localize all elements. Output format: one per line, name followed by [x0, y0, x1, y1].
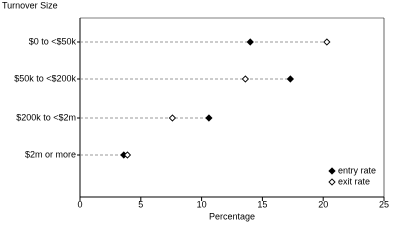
legend-label: exit rate	[338, 176, 370, 186]
dot-marker	[168, 114, 177, 122]
x-tick-label: 25	[379, 199, 389, 209]
y-axis-title: Turnover Size	[2, 0, 58, 10]
dot-marker	[246, 38, 254, 46]
y-tick-label: $0 to <$50k	[29, 36, 77, 46]
dot-marker	[241, 75, 250, 83]
legend-marker	[328, 178, 336, 186]
dot-marker	[286, 75, 295, 83]
x-tick-label: 5	[138, 199, 143, 209]
dot-marker	[123, 151, 132, 159]
legend-marker	[328, 167, 336, 175]
dot-marker	[205, 114, 213, 122]
chart: Turnover Size Percentage 0 5 10 15 20 25 $0 to…	[2, 0, 389, 221]
y-tick-label: $50k to <$200k	[14, 73, 76, 83]
x-tick-label: 15	[257, 199, 267, 209]
x-tick-label: 0	[77, 199, 82, 209]
legend-label: entry rate	[338, 165, 376, 175]
x-axis-title: Percentage	[209, 211, 255, 221]
y-tick-label: $2m or more	[25, 149, 76, 159]
dot-marker	[323, 38, 331, 46]
x-tick-label: 20	[318, 199, 328, 209]
x-tick-label: 10	[197, 199, 207, 209]
y-tick-label: $200k to <$2m	[16, 112, 76, 122]
